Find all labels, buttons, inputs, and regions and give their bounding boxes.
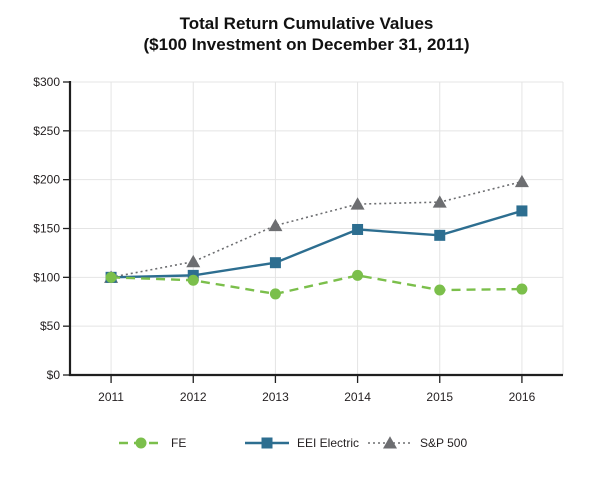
sp500-dotted-triangle-swatch-icon	[368, 436, 412, 449]
x-tick-label: 2013	[262, 390, 289, 404]
legend-label-fe: FE	[171, 436, 187, 450]
y-tick-label: $250	[33, 124, 60, 138]
y-tick-label: $100	[33, 270, 60, 284]
legend-label-eei-electric: EEI Electric	[297, 436, 360, 450]
legend-item-sp500: S&P 500	[368, 435, 467, 451]
chart-title-line1: Total Return Cumulative Values	[179, 14, 434, 33]
axes	[63, 81, 563, 383]
y-tick-label: $150	[33, 222, 60, 236]
y-tick-label: $200	[33, 173, 60, 187]
y-tick-label: $300	[33, 75, 60, 89]
series-fe	[105, 269, 528, 300]
legend-item-fe: FE	[119, 435, 186, 451]
eei-solid-square-swatch-icon	[245, 437, 289, 449]
series-eei-electric	[105, 205, 528, 283]
chart-canvas: $0 $50 $100 $150 $200 $250 $300 2011 2012 2013 201…	[33, 75, 564, 404]
x-tick-label: 2012	[180, 390, 207, 404]
chart-legend: FE EEI Electric S&P 500	[0, 435, 613, 453]
chart-title-line2: ($100 Investment on December 31, 2011)	[143, 35, 470, 54]
fe-dashed-circle-swatch-icon	[119, 437, 163, 449]
gridlines	[70, 81, 564, 375]
x-tick-label: 2011	[98, 390, 124, 404]
legend-label-sp500: S&P 500	[420, 436, 468, 450]
y-tick-label: $0	[47, 368, 61, 382]
chart-title: Total Return Cumulative Values ($100 Inv…	[0, 13, 613, 55]
y-tick-label: $50	[40, 319, 60, 333]
legend-item-eei-electric: EEI Electric	[245, 435, 359, 451]
x-tick-label: 2015	[426, 390, 453, 404]
x-tick-label: 2016	[509, 390, 536, 404]
x-tick-label: 2014	[344, 390, 371, 404]
